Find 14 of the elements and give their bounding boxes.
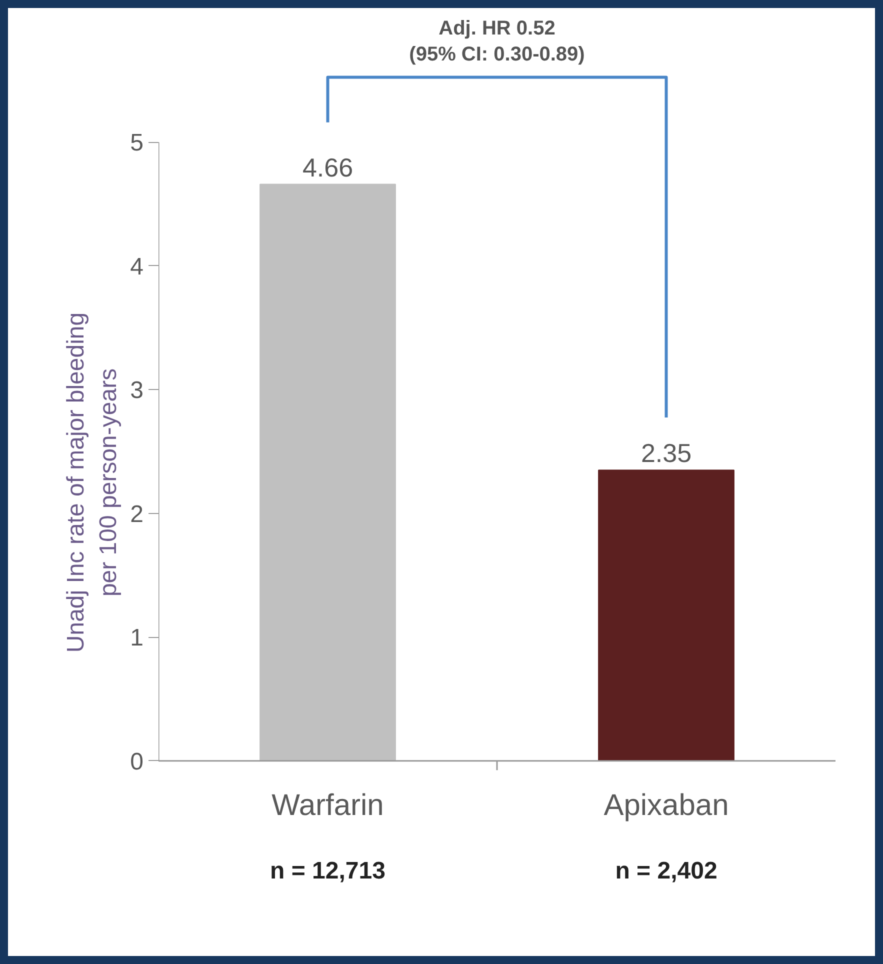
text: n = 12,713 [270,857,386,884]
x-tick-label: Apixaban [604,788,729,822]
y-tick-label: 5 [130,130,144,157]
data-label: 4.66 [302,152,354,182]
text: n = 2,402 [615,857,718,884]
y-tick-label: 3 [130,377,144,404]
x-tick-label: Warfarin [272,788,384,822]
data-label: 2.35 [640,438,692,468]
y-tick-label: 2 [130,500,144,528]
y-tick-label: 0 [130,748,144,776]
y-tick-label: 4 [130,253,144,280]
y-tick-label: 1 [130,624,144,652]
text: Adj. HR 0.52 (95% CI: 0.30-0.89) [409,17,585,66]
y-axis-title: Unadj Inc rate of major bleeding per 100 person-years [62,312,122,653]
